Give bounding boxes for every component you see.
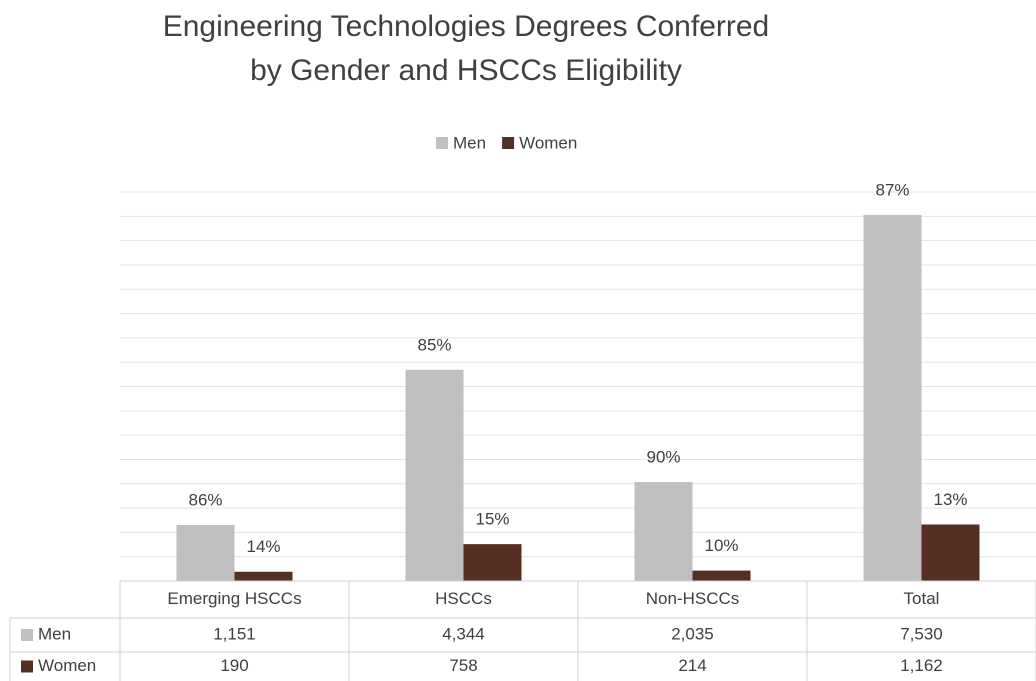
table-cell: 2,035 (671, 624, 714, 643)
table-row-label: Men (38, 624, 71, 643)
bar (692, 570, 751, 581)
legend-label: Men (453, 133, 486, 152)
data-label: 14% (246, 537, 280, 556)
data-label: 90% (646, 448, 680, 467)
table-cell: 7,530 (900, 624, 943, 643)
bar (463, 544, 522, 581)
table-row-label: Women (38, 656, 96, 675)
data-label: 86% (188, 491, 222, 510)
table-cell: 4,344 (442, 624, 485, 643)
bar (176, 525, 235, 581)
table-cell: 214 (678, 656, 706, 675)
table-legend-swatch (21, 660, 33, 673)
x-tick-label: Non-HSCCs (646, 589, 740, 608)
x-tick-label: Emerging HSCCs (167, 589, 301, 608)
table-cell: 190 (220, 656, 248, 675)
bar (634, 482, 693, 581)
table-legend-swatch (21, 629, 33, 641)
data-label: 87% (875, 180, 909, 199)
data-label: 10% (704, 536, 738, 555)
table-cell: 1,162 (900, 656, 943, 675)
chart-title: by Gender and HSCCs Eligibility (250, 54, 682, 87)
legend-swatch (436, 137, 448, 149)
table-cell: 758 (449, 656, 477, 675)
data-label: 13% (933, 490, 967, 509)
bar (863, 214, 922, 581)
bar (405, 369, 464, 581)
legend-swatch (502, 137, 515, 149)
chart-title: Engineering Technologies Degrees Conferr… (163, 10, 770, 43)
bar (234, 571, 293, 581)
data-label: 15% (475, 510, 509, 529)
x-tick-label: Total (904, 589, 940, 608)
table-cell: 1,151 (213, 624, 256, 643)
x-tick-label: HSCCs (435, 589, 492, 608)
bar (921, 524, 980, 581)
data-label: 85% (417, 335, 451, 354)
legend-label: Women (519, 133, 577, 152)
